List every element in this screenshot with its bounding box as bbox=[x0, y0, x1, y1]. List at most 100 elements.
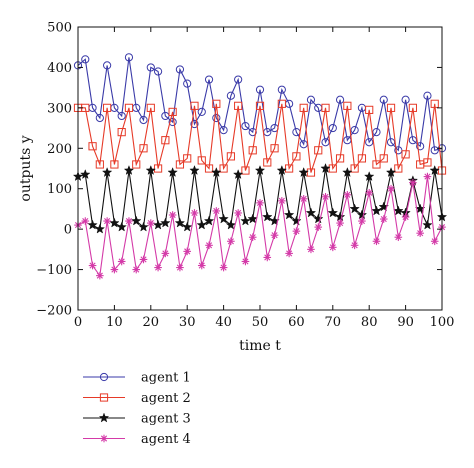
data-point bbox=[138, 221, 149, 232]
data-point bbox=[358, 217, 366, 225]
data-point bbox=[124, 103, 134, 112]
data-point bbox=[176, 263, 184, 272]
data-point bbox=[385, 167, 397, 178]
data-point bbox=[343, 190, 352, 199]
data-point bbox=[181, 221, 193, 232]
y-tick-label: 400 bbox=[47, 61, 72, 76]
data-point bbox=[234, 101, 243, 110]
data-point bbox=[343, 101, 352, 110]
data-point bbox=[342, 167, 353, 178]
data-point bbox=[205, 241, 213, 250]
data-point bbox=[371, 205, 382, 216]
data-point bbox=[174, 217, 186, 228]
data-point bbox=[356, 209, 368, 220]
data-point bbox=[270, 231, 279, 240]
data-point bbox=[80, 169, 91, 180]
y-tick-label: −200 bbox=[36, 304, 72, 319]
y-tick-label: 300 bbox=[47, 101, 72, 116]
legend-label: agent 2 bbox=[141, 391, 191, 406]
data-point bbox=[379, 154, 388, 163]
y-tick-label: −100 bbox=[36, 263, 72, 278]
legend-marker bbox=[100, 434, 108, 443]
data-point bbox=[219, 164, 228, 173]
data-point bbox=[132, 160, 141, 169]
data-point bbox=[211, 167, 222, 178]
data-point bbox=[153, 164, 163, 173]
x-tick-label: 100 bbox=[430, 315, 455, 330]
data-point bbox=[334, 211, 346, 222]
data-point bbox=[110, 160, 119, 169]
data-point bbox=[408, 136, 417, 145]
data-point bbox=[306, 95, 316, 104]
data-point bbox=[423, 91, 432, 100]
data-point bbox=[349, 203, 360, 214]
data-point bbox=[328, 164, 337, 173]
data-point bbox=[153, 67, 163, 76]
data-point bbox=[161, 249, 170, 258]
data-point bbox=[190, 119, 199, 129]
data-point bbox=[110, 265, 119, 274]
x-tick-label: 30 bbox=[179, 315, 196, 330]
x-axis-label: time t bbox=[239, 338, 281, 354]
data-point bbox=[103, 61, 112, 70]
data-point bbox=[299, 103, 308, 112]
legend-item: agent 4 bbox=[83, 432, 191, 447]
data-point bbox=[292, 152, 301, 161]
plot-area bbox=[72, 53, 448, 280]
data-point bbox=[350, 164, 359, 173]
data-point bbox=[401, 95, 410, 104]
data-point bbox=[401, 213, 410, 221]
data-point bbox=[262, 211, 273, 222]
data-point bbox=[218, 213, 229, 224]
data-point bbox=[379, 215, 388, 223]
data-point bbox=[277, 85, 286, 94]
data-point bbox=[146, 103, 155, 112]
data-point bbox=[88, 142, 97, 151]
data-point bbox=[248, 146, 257, 155]
data-point bbox=[299, 195, 308, 203]
data-point bbox=[240, 215, 251, 226]
data-point bbox=[168, 107, 177, 117]
data-point bbox=[363, 171, 375, 182]
data-point bbox=[204, 164, 214, 173]
data-point bbox=[387, 184, 395, 193]
data-point bbox=[168, 117, 177, 127]
data-point bbox=[88, 261, 97, 270]
data-point bbox=[117, 128, 126, 137]
data-point bbox=[327, 207, 339, 218]
data-point bbox=[226, 91, 235, 100]
data-point bbox=[365, 188, 373, 197]
series-3 bbox=[72, 162, 448, 234]
data-point bbox=[226, 152, 235, 161]
data-point bbox=[276, 165, 288, 175]
data-point bbox=[190, 101, 199, 110]
data-point bbox=[183, 154, 192, 163]
data-point bbox=[307, 245, 315, 254]
data-point bbox=[139, 115, 148, 125]
data-point bbox=[197, 156, 206, 165]
data-point bbox=[335, 154, 345, 163]
data-point bbox=[212, 99, 221, 108]
data-point bbox=[219, 125, 228, 135]
data-point bbox=[175, 160, 185, 169]
data-point bbox=[321, 193, 330, 201]
data-point bbox=[160, 217, 171, 228]
y-tick-label: 500 bbox=[47, 21, 72, 36]
data-point bbox=[103, 103, 112, 112]
legend-marker bbox=[99, 393, 109, 402]
data-point bbox=[147, 219, 155, 227]
data-point bbox=[225, 219, 237, 230]
data-point bbox=[95, 113, 104, 123]
data-point bbox=[256, 199, 264, 207]
data-point bbox=[314, 223, 323, 231]
series-4 bbox=[74, 172, 446, 280]
data-point bbox=[161, 136, 170, 145]
data-point bbox=[117, 111, 126, 121]
data-point bbox=[189, 165, 200, 175]
data-point bbox=[422, 219, 433, 230]
data-point bbox=[409, 178, 417, 187]
data-point bbox=[394, 233, 403, 242]
data-point bbox=[277, 99, 286, 108]
data-point bbox=[116, 221, 127, 232]
